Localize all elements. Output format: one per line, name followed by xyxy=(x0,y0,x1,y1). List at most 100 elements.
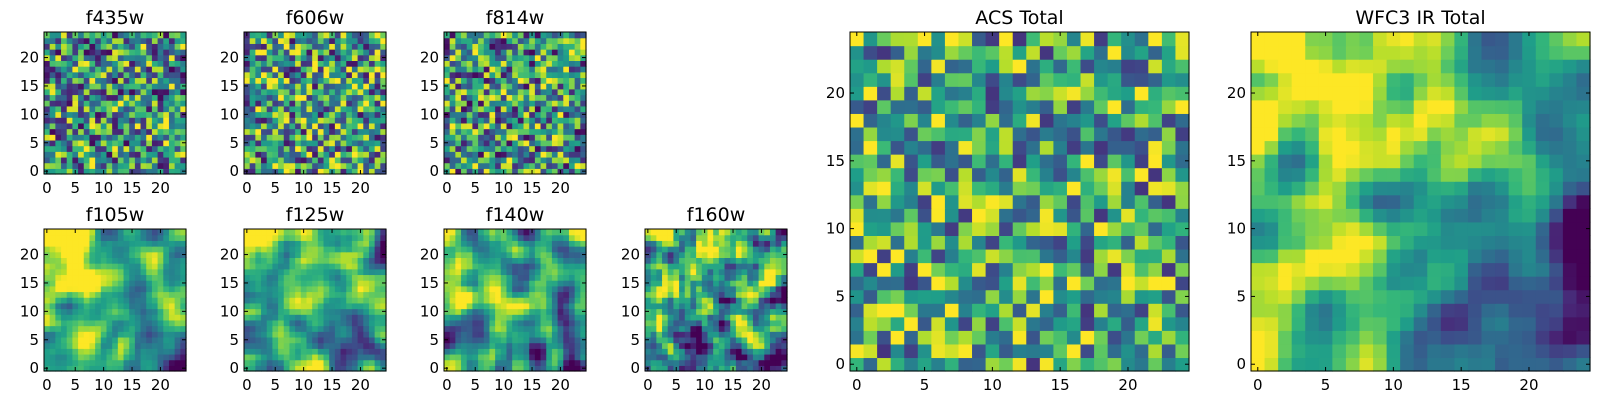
heatmap-cell xyxy=(466,49,473,56)
heatmap-cell xyxy=(272,251,279,258)
heatmap-cell xyxy=(523,156,530,164)
heatmap-cell xyxy=(151,168,159,175)
heatmap-cell xyxy=(483,325,491,332)
heatmap-cell xyxy=(168,308,176,315)
heatmap-cell xyxy=(255,117,262,124)
heatmap-cell xyxy=(295,251,302,258)
heatmap-cell xyxy=(568,77,576,84)
heatmap-cell xyxy=(444,240,451,247)
heatmap-cell xyxy=(764,263,771,270)
heatmap-cell xyxy=(106,234,113,241)
heatmap-cell xyxy=(730,291,737,298)
heatmap-cell xyxy=(289,280,296,287)
heatmap-cell xyxy=(775,285,782,293)
x-tick-label: 0 xyxy=(643,376,653,394)
heatmap-cell xyxy=(317,302,325,310)
heatmap-cell xyxy=(478,37,485,44)
heatmap-cell xyxy=(489,49,496,56)
heatmap-cell xyxy=(506,66,513,73)
x-tick-label: 20 xyxy=(551,376,570,394)
heatmap-cell xyxy=(306,291,313,298)
heatmap-cell xyxy=(180,359,187,366)
heatmap-cell xyxy=(289,88,296,96)
heatmap-cell xyxy=(278,365,285,372)
heatmap-cell xyxy=(100,285,108,293)
heatmap-cell xyxy=(266,285,273,293)
heatmap-cell xyxy=(306,162,313,169)
heatmap-cell xyxy=(278,308,285,315)
heatmap-cell xyxy=(489,353,496,361)
heatmap-cell xyxy=(512,162,519,169)
heatmap-cell xyxy=(55,77,62,84)
heatmap-cell xyxy=(174,122,181,130)
heatmap-cell xyxy=(117,60,125,67)
heatmap-cell xyxy=(718,263,726,270)
heatmap-cell xyxy=(66,145,73,152)
heatmap-cell xyxy=(351,54,359,61)
heatmap-cell xyxy=(449,246,456,253)
heatmap-cell xyxy=(472,122,479,130)
heatmap-cell xyxy=(123,229,130,236)
heatmap-cell xyxy=(151,342,159,349)
heatmap-cell xyxy=(449,263,456,270)
heatmap-cell xyxy=(512,77,519,84)
heatmap-cell xyxy=(534,285,542,293)
heatmap-cell xyxy=(483,297,491,304)
heatmap-cell xyxy=(472,325,479,332)
heatmap-cell xyxy=(718,319,726,327)
heatmap-cell xyxy=(374,263,381,270)
heatmap-cell xyxy=(163,359,170,366)
heatmap-cell xyxy=(495,325,502,332)
y-tick-label: 0 xyxy=(429,162,439,180)
heatmap-cell xyxy=(890,208,905,223)
heatmap-cell xyxy=(667,263,674,270)
heatmap-cell xyxy=(123,319,130,327)
heatmap-cell xyxy=(363,308,370,315)
heatmap-cell xyxy=(1080,330,1095,345)
heatmap-cell xyxy=(329,274,336,281)
heatmap-cell xyxy=(523,314,530,321)
heatmap-cell xyxy=(679,348,686,355)
heatmap-cell xyxy=(340,54,347,61)
f140w-title: f140w xyxy=(486,204,545,226)
heatmap-cell xyxy=(55,156,62,164)
heatmap-cell xyxy=(673,234,680,241)
y-tick-label: 0 xyxy=(429,359,439,377)
heatmap-cell xyxy=(758,285,765,293)
heatmap-cell xyxy=(574,156,581,164)
heatmap-cell xyxy=(78,83,85,90)
heatmap-cell xyxy=(140,111,147,118)
heatmap-cell xyxy=(134,139,142,147)
heatmap-cell xyxy=(140,66,147,73)
heatmap-cell xyxy=(781,285,788,293)
heatmap-cell xyxy=(764,331,771,338)
heatmap-cell xyxy=(512,314,519,321)
x-tick-label: 5 xyxy=(70,179,80,197)
heatmap-cell xyxy=(289,359,296,366)
heatmap-cell xyxy=(168,105,176,113)
heatmap-cell xyxy=(718,234,726,241)
heatmap-cell xyxy=(563,134,570,141)
heatmap-cell xyxy=(972,316,987,331)
heatmap-cell xyxy=(781,359,788,366)
heatmap-cell xyxy=(781,234,788,241)
heatmap-cell xyxy=(174,325,181,332)
heatmap-cell xyxy=(574,359,581,366)
heatmap-cell xyxy=(506,234,513,241)
heatmap-cell xyxy=(363,168,370,175)
heatmap-cell xyxy=(278,348,285,355)
heatmap-cell xyxy=(266,268,273,276)
heatmap-cell xyxy=(351,348,359,355)
heatmap-cell xyxy=(529,342,536,349)
heatmap-cell xyxy=(78,49,85,56)
heatmap-cell xyxy=(1175,167,1190,182)
heatmap-cell xyxy=(1175,181,1190,196)
heatmap-cell xyxy=(100,246,108,253)
heatmap-cell xyxy=(272,54,279,61)
heatmap-cell xyxy=(650,240,657,247)
heatmap-cell xyxy=(283,331,291,338)
heatmap-cell xyxy=(278,60,285,67)
heatmap-cell xyxy=(283,117,291,124)
heatmap-cell xyxy=(557,105,564,113)
heatmap-cell xyxy=(551,268,559,276)
